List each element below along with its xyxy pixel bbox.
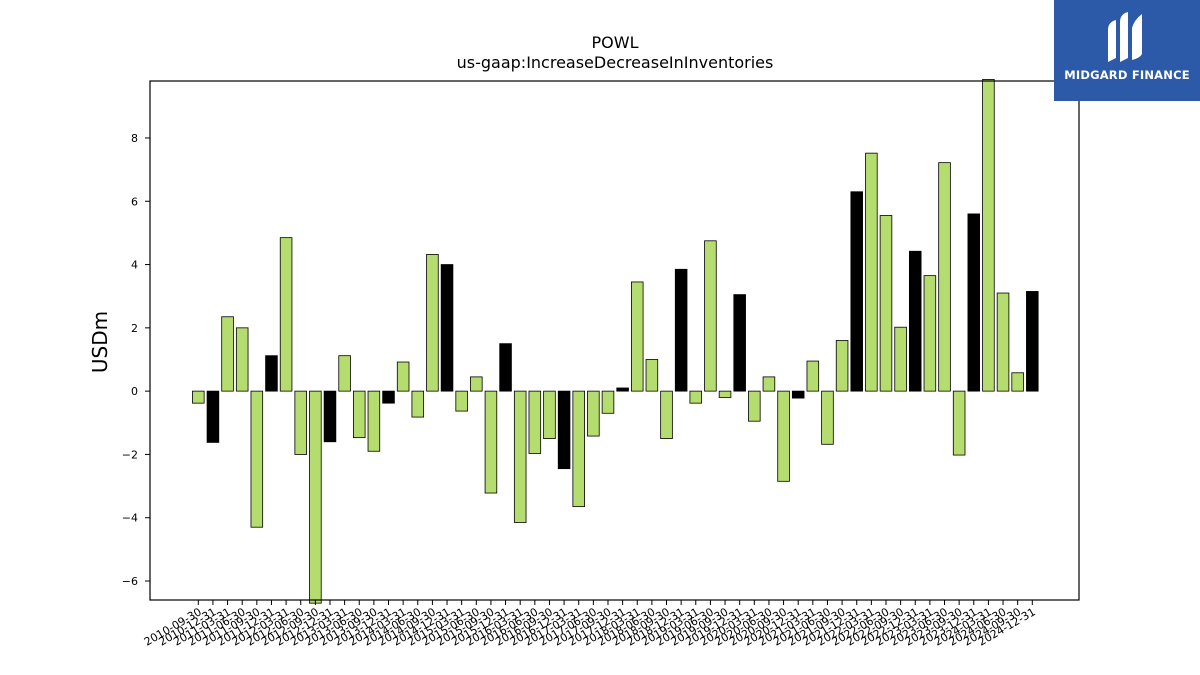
- bar: [806, 360, 820, 392]
- bar: [528, 390, 542, 454]
- bar: [543, 390, 556, 440]
- bar: [557, 390, 571, 470]
- bar: [777, 390, 790, 482]
- bar: [192, 390, 205, 404]
- bar: [587, 390, 600, 437]
- y-tick-label: 6: [131, 195, 138, 208]
- logo-text: MIDGARD FINANCE: [1064, 68, 1190, 82]
- bar: [630, 281, 644, 392]
- y-tick-label: 2: [131, 322, 138, 335]
- y-axis-label: USDm: [88, 311, 112, 373]
- bar: [821, 390, 834, 445]
- bar: [338, 355, 351, 392]
- bar: [616, 387, 629, 392]
- bar: [411, 390, 425, 418]
- bar: [206, 390, 220, 443]
- bar: [850, 191, 863, 392]
- bar: [323, 390, 337, 443]
- y-axis-ticks: −6 −4 −2 0 2 4 6 8: [122, 132, 150, 588]
- bar: [513, 390, 527, 523]
- y-tick-label: 0: [131, 385, 138, 398]
- bar: [455, 390, 468, 412]
- bar: [791, 390, 805, 399]
- bar: [748, 390, 761, 422]
- plot-area-frame: [149, 80, 1080, 601]
- bars-group: [192, 79, 1039, 604]
- y-tick-label: 4: [131, 259, 138, 272]
- y-tick-label: −4: [122, 512, 138, 525]
- bar: [996, 292, 1010, 392]
- bar: [572, 390, 585, 508]
- bar: [674, 268, 688, 392]
- bar: [470, 376, 483, 392]
- midgard-logo-icon: [1108, 12, 1142, 62]
- bar: [982, 79, 995, 392]
- bar: [250, 390, 264, 528]
- bar: [440, 264, 454, 392]
- bar: [309, 390, 322, 604]
- bar: [894, 326, 907, 392]
- bar: [835, 340, 849, 392]
- bar: [279, 237, 293, 392]
- bar: [352, 390, 366, 439]
- chart-subtitle: us-gaap:IncreaseDecreaseInInventories: [457, 53, 774, 72]
- bar: [762, 376, 776, 392]
- y-tick-label: 8: [131, 132, 138, 145]
- bar: [967, 213, 981, 392]
- bar: [718, 390, 732, 398]
- midgard-finance-logo: MIDGARD FINANCE: [1054, 0, 1200, 101]
- bar: [426, 254, 439, 392]
- bar: [265, 355, 278, 392]
- y-tick-label: −6: [122, 575, 138, 588]
- bar: [235, 327, 249, 392]
- bar: [499, 343, 512, 392]
- bar: [484, 390, 498, 494]
- bar: [704, 240, 717, 392]
- bar: [879, 215, 893, 392]
- bar: [645, 359, 659, 392]
- bar: [367, 390, 381, 452]
- x-axis-ticks: 2010-09-302010-12-312011-03-312011-06-30…: [142, 600, 1038, 649]
- bar: [923, 275, 937, 392]
- bar: [908, 250, 922, 392]
- bar: [601, 390, 615, 414]
- bar: [865, 152, 878, 392]
- bar: [294, 390, 307, 455]
- bar: [1011, 372, 1024, 392]
- bar: [382, 390, 395, 404]
- bar: [660, 390, 673, 440]
- bar: [733, 294, 746, 392]
- chart-title: POWL: [592, 33, 639, 52]
- bar: [396, 361, 410, 392]
- bar: [938, 162, 951, 392]
- bar: [952, 390, 966, 456]
- bar: [689, 390, 703, 404]
- bar: [1026, 291, 1039, 392]
- bar: [221, 316, 234, 392]
- y-tick-label: −2: [122, 448, 138, 461]
